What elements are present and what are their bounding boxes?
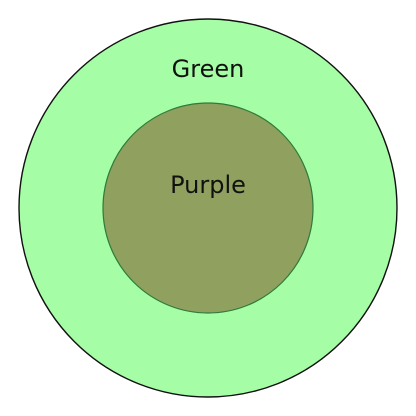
- inner-circle-purple: [102, 102, 314, 314]
- outer-circle-label: Green: [172, 55, 245, 83]
- inner-circle-label: Purple: [170, 171, 246, 199]
